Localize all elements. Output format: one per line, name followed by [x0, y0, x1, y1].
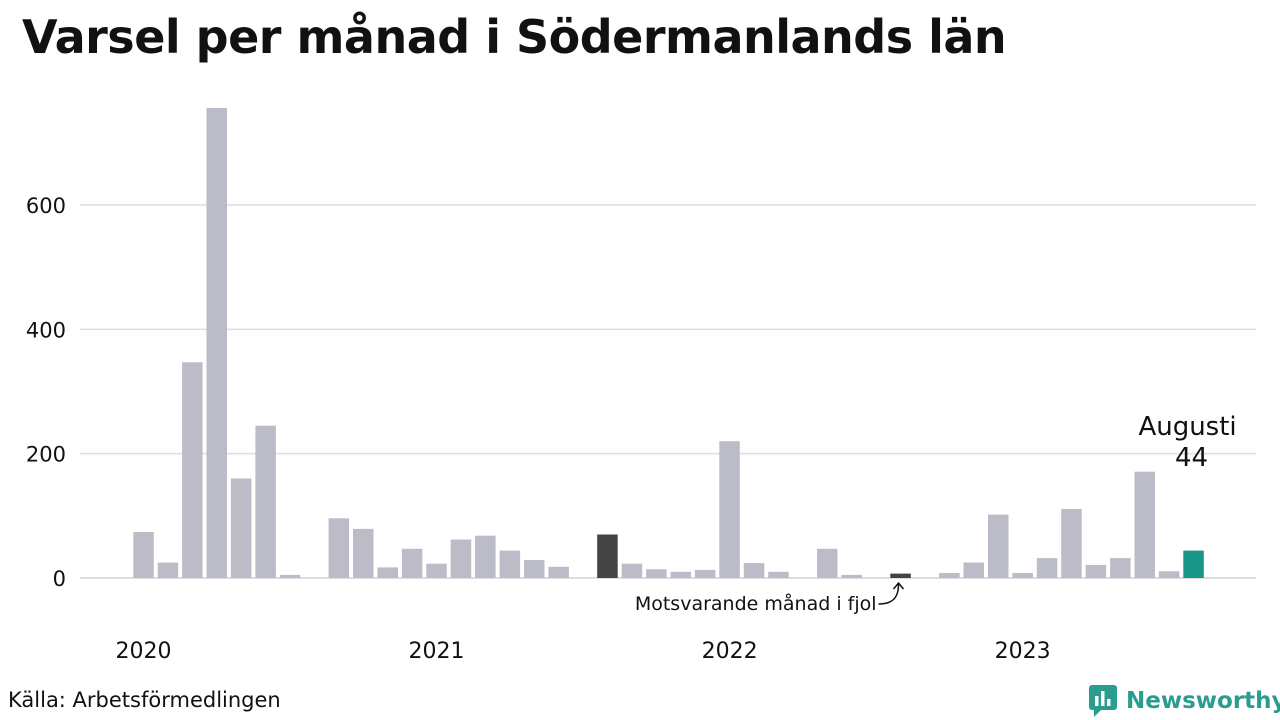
- curved-arrow-icon: [878, 581, 905, 605]
- bar-2021-05: [524, 560, 545, 578]
- bar-2020-11: [377, 567, 398, 578]
- bar-2022-12: [988, 514, 1009, 578]
- bar-2023-02: [1036, 558, 1058, 578]
- x-tick-label: 2022: [702, 639, 758, 664]
- bar-2023-05: [1110, 558, 1131, 578]
- annotations: Augusti 44 Motsvarande månad i fjol: [635, 412, 1237, 615]
- bar-2022-03: [768, 571, 789, 578]
- bar-2020-05: [230, 478, 252, 578]
- y-tick-label: 0: [53, 567, 66, 591]
- bar-2020-07: [279, 574, 301, 578]
- brand-name: Newsworthy: [1126, 688, 1280, 714]
- bar-2022-08: [890, 573, 911, 578]
- bar-2022-05: [817, 548, 838, 578]
- bar-2022-06: [841, 574, 862, 578]
- bars: [133, 108, 1204, 578]
- x-tick-label: 2023: [995, 639, 1051, 664]
- bar-2021-10: [646, 569, 667, 578]
- bar-2020-04: [206, 108, 227, 578]
- chart-title: Varsel per månad i Södermanlands län: [22, 10, 1007, 64]
- bar-2020-10: [353, 528, 374, 578]
- bar-2022-02: [743, 563, 765, 578]
- bar-2021-09: [621, 563, 643, 578]
- current-month-value: 44: [1175, 443, 1208, 473]
- bar-2022-01: [719, 441, 740, 578]
- bar-2021-06: [548, 566, 569, 578]
- bar-2023-04: [1085, 564, 1107, 578]
- y-axis-ticks: 0 200 400 600: [26, 194, 66, 591]
- brand-logo: Newsworthy: [1088, 684, 1280, 718]
- grid-lines: [80, 204, 1256, 579]
- current-month-label: Augusti: [1138, 412, 1236, 442]
- y-tick-label: 200: [26, 443, 66, 467]
- last-year-annotation: Motsvarande månad i fjol: [635, 592, 877, 615]
- bar-2021-01: [426, 563, 447, 578]
- bar-2021-03: [475, 535, 496, 578]
- bar-2020-12: [401, 548, 423, 578]
- bar-2023-03: [1061, 509, 1082, 578]
- bar-2020-09: [328, 518, 350, 578]
- bar-2023-01: [1012, 573, 1033, 578]
- x-tick-label: 2020: [116, 639, 172, 664]
- x-axis-year-labels: 2020 2021 2022 2023: [116, 639, 1051, 664]
- bar-2021-08: [597, 534, 618, 578]
- bar-2023-06: [1134, 471, 1155, 578]
- bar-2021-12: [694, 569, 716, 578]
- y-tick-label: 600: [26, 194, 66, 218]
- bar-2020-06: [255, 425, 276, 578]
- bar-2021-11: [670, 571, 691, 578]
- bar-2023-08: [1183, 550, 1204, 578]
- bar-2021-04: [499, 550, 521, 578]
- y-tick-label: 400: [26, 318, 66, 342]
- bar-2021-02: [450, 539, 472, 578]
- x-tick-label: 2021: [409, 639, 465, 664]
- bar-2020-03: [182, 362, 203, 578]
- source-note: Källa: Arbetsförmedlingen: [8, 688, 281, 712]
- bar-chart-bubble-icon: [1089, 685, 1117, 717]
- bar-2020-02: [157, 562, 179, 578]
- bar-2023-07: [1158, 571, 1180, 578]
- bar-2022-11: [963, 562, 984, 578]
- bar-2022-10: [939, 573, 960, 578]
- bar-2020-01: [133, 532, 154, 578]
